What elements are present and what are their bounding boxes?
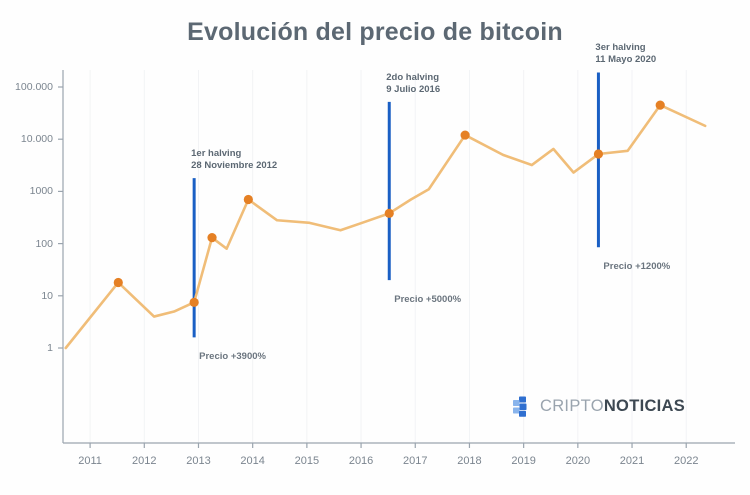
data-point-marker bbox=[189, 297, 199, 307]
criptonoticias-logo-text: CRIPTONOTICIAS bbox=[540, 397, 685, 416]
annotation-price-change: Precio +5000% bbox=[394, 294, 462, 306]
data-point-marker bbox=[655, 100, 665, 110]
criptonoticias-logo: CRIPTONOTICIAS bbox=[512, 396, 685, 417]
x-tick-label: 2020 bbox=[565, 455, 591, 467]
data-point-marker bbox=[207, 233, 217, 243]
x-tick-label: 2015 bbox=[294, 455, 320, 467]
y-axis-tick-labels: 1 10 100 1000 10.000 100.000 bbox=[0, 0, 53, 495]
x-tick-label: 2012 bbox=[132, 455, 157, 467]
x-tick-label: 2014 bbox=[240, 455, 265, 467]
x-tick-label: 2022 bbox=[673, 455, 699, 467]
x-tick-label: 2018 bbox=[457, 455, 482, 467]
annotation-title-line1: 1er halving bbox=[191, 148, 242, 160]
annotation-price-change: Precio +1200% bbox=[603, 261, 671, 273]
x-tick-label: 2013 bbox=[186, 455, 211, 467]
chart-title: Evolución del precio de bitcoin bbox=[187, 18, 563, 46]
data-point-marker bbox=[384, 208, 394, 218]
series-line bbox=[64, 103, 707, 350]
y-tick-label: 1 bbox=[47, 342, 53, 354]
x-tick-label: 2019 bbox=[511, 455, 536, 467]
x-tick-label: 2017 bbox=[403, 455, 428, 467]
annotation-title-line2: 9 Julio 2016 bbox=[386, 83, 441, 95]
gridlines bbox=[89, 70, 687, 443]
annotation-title: 1er halving 28 Noviembre 2012 bbox=[191, 148, 277, 172]
annotation-title-line1: 2do halving bbox=[386, 71, 440, 83]
series-markers bbox=[113, 100, 665, 307]
logo-text-cripto: CRIPTO bbox=[540, 397, 604, 415]
annotation-price-change: Precio +3900% bbox=[199, 351, 266, 363]
axis-lines bbox=[62, 70, 735, 444]
x-tick-label: 2016 bbox=[348, 455, 374, 467]
tick-marks bbox=[58, 86, 687, 448]
y-tick-label: 10.000 bbox=[20, 133, 53, 146]
series-lines bbox=[64, 103, 707, 350]
x-tick-label: 2021 bbox=[619, 455, 645, 467]
data-point-marker bbox=[243, 194, 253, 205]
annotation-title-line1: 3er halving bbox=[595, 42, 646, 54]
data-point-marker bbox=[593, 149, 604, 159]
y-tick-label: 10 bbox=[41, 289, 53, 302]
annotation-title: 3er halving 11 Mayo 2020 bbox=[595, 42, 656, 66]
x-tick-label: 2011 bbox=[78, 455, 102, 467]
annotation-title-line2: 28 Noviembre 2012 bbox=[191, 160, 278, 172]
annotation-title-line2: 11 Mayo 2020 bbox=[595, 54, 657, 66]
annotation-vertical-lines bbox=[192, 72, 600, 338]
y-tick-label: 100 bbox=[35, 237, 53, 250]
logo-text-noticias: NOTICIAS bbox=[603, 397, 686, 415]
annotation-title: 2do halving 9 Julio 2016 bbox=[386, 72, 440, 96]
y-tick-label: 100.000 bbox=[15, 81, 53, 93]
data-point-marker bbox=[113, 277, 123, 288]
y-tick-label: 1000 bbox=[29, 185, 53, 198]
criptonoticias-logo-icon bbox=[512, 396, 533, 417]
data-point-marker bbox=[460, 130, 470, 140]
